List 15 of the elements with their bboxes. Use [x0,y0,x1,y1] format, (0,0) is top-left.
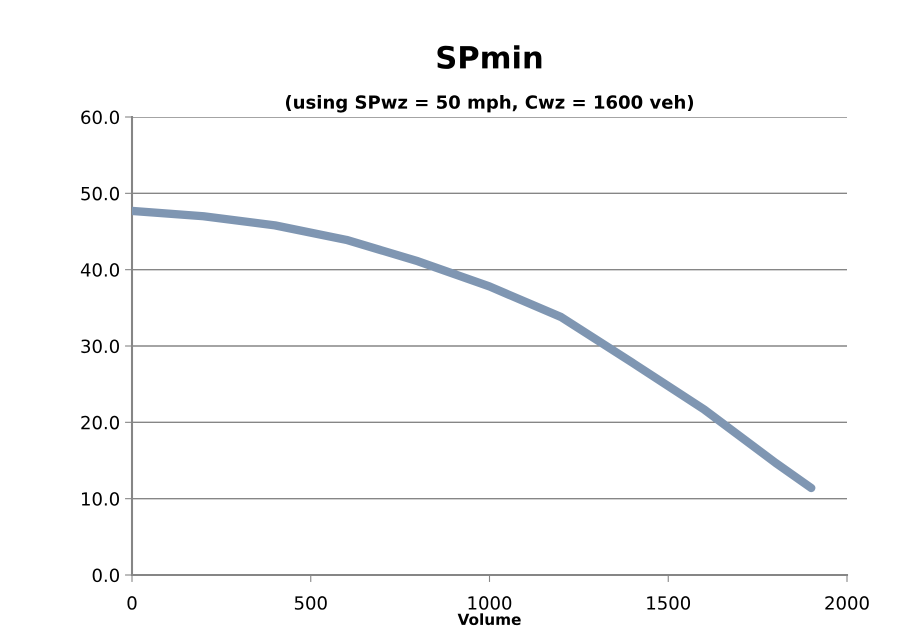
y-tick-label: 20.0 [81,416,119,430]
y-tick-label: 30.0 [81,339,119,354]
x-axis-title: Volume [458,613,521,626]
y-tick-label: 10.0 [82,492,119,506]
x-tick-label: 2000 [825,596,869,610]
x-tick-label: 1000 [468,596,512,610]
x-tick-label: 500 [294,596,327,610]
chart-subtitle: (using SPwz = 50 mph, Cwz = 1600 veh) [286,94,694,113]
y-tick-label: 0.0 [92,568,119,582]
chart-title: SPmin [437,45,542,69]
x-tick-label: 1500 [647,596,690,610]
y-tick-label: 40.0 [80,263,119,277]
y-tick-label: 50.0 [81,186,119,200]
y-tick-label: 60.0 [81,110,119,124]
x-tick-label: 0 [127,596,137,610]
